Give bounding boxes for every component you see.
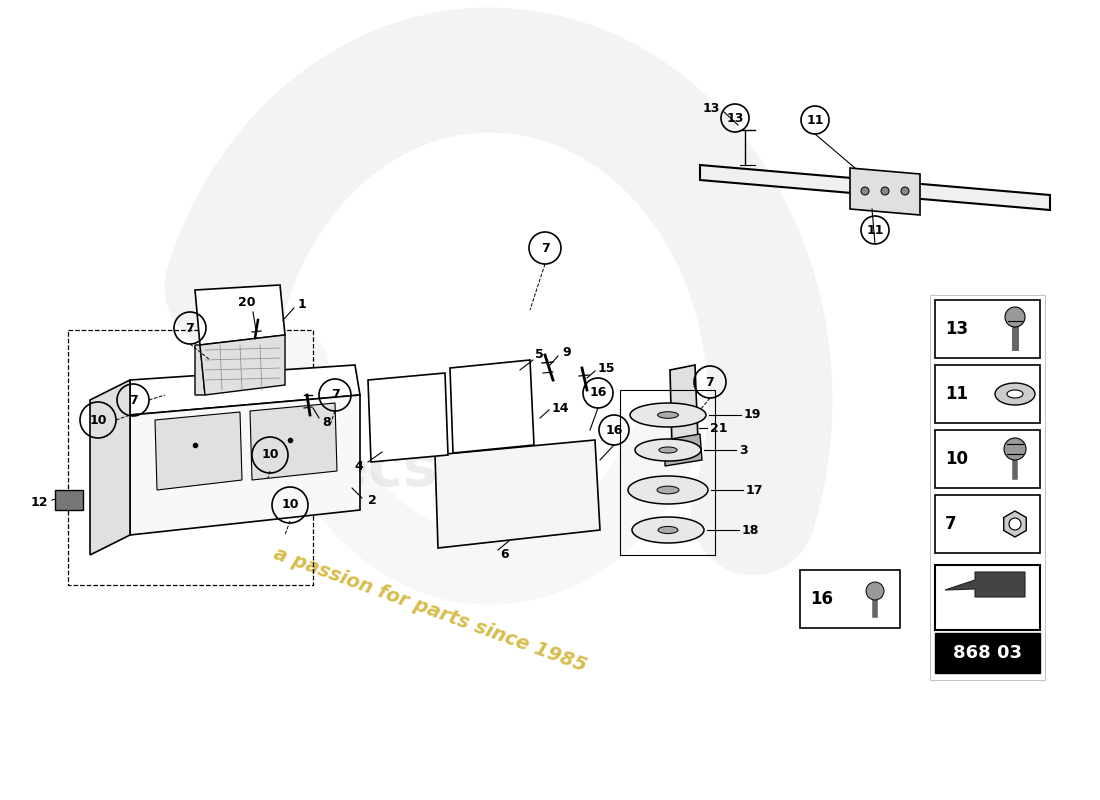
Bar — [930, 295, 1045, 680]
Polygon shape — [850, 168, 920, 215]
Text: 18: 18 — [742, 523, 759, 537]
Ellipse shape — [658, 412, 679, 418]
Text: 13: 13 — [703, 102, 720, 114]
Text: 20: 20 — [239, 297, 255, 310]
Circle shape — [901, 187, 909, 195]
Circle shape — [1009, 518, 1021, 530]
Text: 7: 7 — [129, 394, 138, 406]
Bar — [55, 490, 82, 510]
Text: 7: 7 — [331, 389, 340, 402]
Text: 21: 21 — [710, 422, 727, 434]
Polygon shape — [434, 440, 600, 548]
Text: 10: 10 — [262, 449, 278, 462]
Polygon shape — [250, 403, 337, 480]
Bar — [935, 365, 1040, 423]
Polygon shape — [450, 360, 534, 453]
Bar — [68, 330, 314, 585]
Text: a passion for parts since 1985: a passion for parts since 1985 — [271, 544, 590, 676]
Text: 11: 11 — [945, 385, 968, 403]
Circle shape — [1004, 438, 1026, 460]
Text: 7: 7 — [186, 322, 195, 334]
Text: 6: 6 — [500, 549, 508, 562]
Ellipse shape — [996, 383, 1035, 405]
Circle shape — [881, 187, 889, 195]
Text: 16: 16 — [605, 423, 623, 437]
Text: 11: 11 — [806, 114, 824, 126]
Bar — [800, 570, 900, 628]
Bar — [935, 495, 1040, 553]
Polygon shape — [130, 365, 360, 415]
Polygon shape — [1003, 511, 1026, 537]
Text: 15: 15 — [598, 362, 616, 374]
Ellipse shape — [658, 526, 678, 534]
Ellipse shape — [657, 486, 679, 494]
Polygon shape — [700, 165, 1050, 210]
Bar — [935, 430, 1040, 488]
Text: 3: 3 — [739, 443, 748, 457]
Circle shape — [866, 582, 884, 600]
Text: 19: 19 — [744, 409, 761, 422]
Text: 10: 10 — [945, 450, 968, 468]
Bar — [935, 300, 1040, 358]
Polygon shape — [195, 345, 205, 395]
Polygon shape — [155, 412, 242, 490]
Polygon shape — [195, 285, 285, 345]
Text: 7: 7 — [945, 515, 957, 533]
Text: 14: 14 — [552, 402, 570, 414]
Circle shape — [861, 187, 869, 195]
Ellipse shape — [659, 447, 678, 453]
Text: 2: 2 — [368, 494, 376, 506]
Polygon shape — [945, 572, 1025, 597]
Polygon shape — [130, 395, 360, 535]
Text: 16: 16 — [590, 386, 607, 399]
Text: 4: 4 — [354, 459, 363, 473]
Text: 7: 7 — [705, 375, 714, 389]
Polygon shape — [666, 434, 702, 466]
Polygon shape — [670, 365, 698, 447]
Circle shape — [1005, 307, 1025, 327]
Text: 10: 10 — [282, 498, 299, 511]
Ellipse shape — [628, 476, 708, 504]
Text: 1: 1 — [298, 298, 307, 311]
Text: 10: 10 — [89, 414, 107, 426]
Bar — [620, 390, 715, 555]
Text: 868 03: 868 03 — [953, 644, 1022, 662]
Polygon shape — [90, 380, 130, 555]
Polygon shape — [368, 373, 448, 462]
Text: 12: 12 — [31, 495, 48, 509]
Text: 8: 8 — [322, 417, 331, 430]
Text: eurospecs: eurospecs — [102, 442, 438, 498]
Text: 11: 11 — [867, 223, 883, 237]
Polygon shape — [200, 335, 285, 395]
Ellipse shape — [630, 403, 706, 427]
Ellipse shape — [1006, 390, 1023, 398]
Ellipse shape — [632, 517, 704, 543]
Text: 9: 9 — [562, 346, 571, 358]
Text: 5: 5 — [535, 349, 543, 362]
Text: 13: 13 — [726, 111, 744, 125]
Text: 16: 16 — [810, 590, 833, 608]
Text: 17: 17 — [746, 483, 763, 497]
Text: 7: 7 — [540, 242, 549, 254]
Bar — [935, 633, 1040, 673]
Bar — [935, 565, 1040, 630]
Text: 13: 13 — [945, 320, 968, 338]
Ellipse shape — [635, 439, 701, 461]
